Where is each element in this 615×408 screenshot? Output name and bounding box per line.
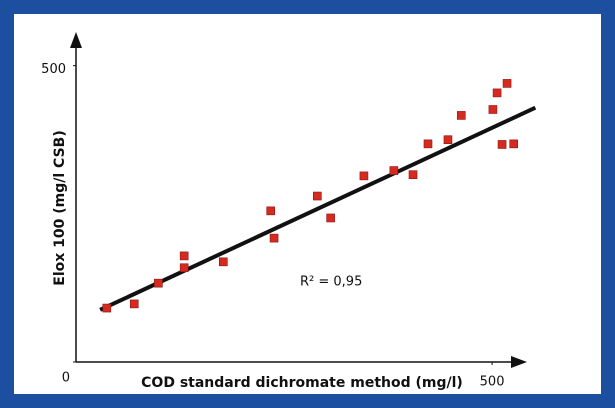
data-point xyxy=(509,139,519,149)
plot-panel xyxy=(14,14,601,394)
data-point xyxy=(389,166,399,175)
x-axis-title: COD standard dichromate method (mg/l) xyxy=(141,375,463,391)
data-point xyxy=(266,206,276,216)
y-tick-label: 0 xyxy=(62,371,70,386)
data-point xyxy=(313,191,322,201)
data-point xyxy=(218,257,228,267)
data-point xyxy=(488,105,498,114)
data-point xyxy=(129,299,139,309)
data-point xyxy=(102,303,112,313)
x-axis-arrow xyxy=(511,356,527,368)
trend-line xyxy=(99,105,537,312)
data-point xyxy=(154,278,163,288)
y-axis-title: Elox 100 (mg/l CSB) xyxy=(52,130,68,285)
data-point xyxy=(179,263,189,273)
data-point xyxy=(497,140,507,149)
data-point xyxy=(326,213,335,223)
data-point xyxy=(443,135,453,145)
y-tick-label: 500 xyxy=(41,62,66,77)
data-point xyxy=(492,88,502,98)
data-point xyxy=(423,139,433,149)
data-point xyxy=(179,251,189,261)
data-point xyxy=(502,79,512,88)
annotation: R² = 0,95 xyxy=(300,275,362,290)
data-point xyxy=(456,111,466,120)
y-axis-arrow xyxy=(70,32,82,48)
data-point xyxy=(359,171,369,181)
data-point xyxy=(269,233,279,243)
data-point xyxy=(408,170,418,179)
x-tick-label: 500 xyxy=(480,375,505,390)
